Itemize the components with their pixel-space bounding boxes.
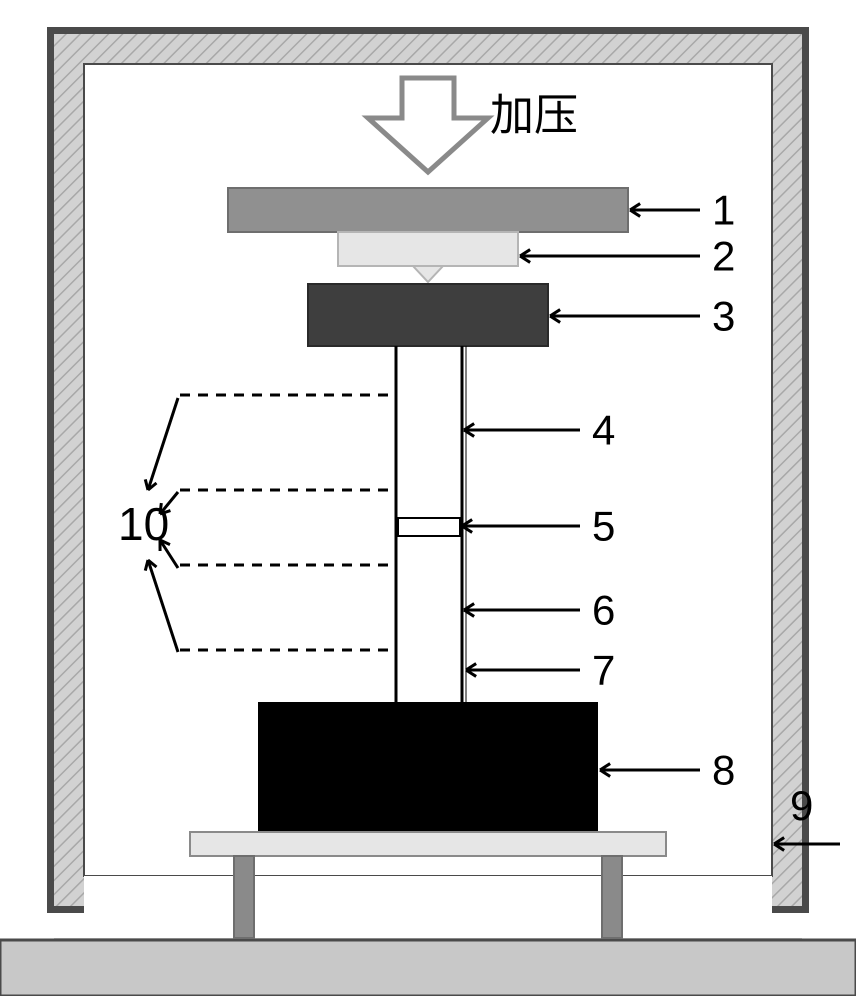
table-top xyxy=(190,832,666,856)
label-4: 4 xyxy=(592,407,615,454)
part-3 xyxy=(308,284,548,346)
label-7: 7 xyxy=(592,647,615,694)
label-1: 1 xyxy=(712,187,735,234)
part-1 xyxy=(228,188,628,232)
label-9: 9 xyxy=(790,782,813,829)
part-2 xyxy=(338,232,518,266)
table-leg xyxy=(602,856,622,938)
part-8 xyxy=(258,702,598,832)
label-2: 2 xyxy=(712,233,735,280)
label-3: 3 xyxy=(712,293,735,340)
pressure-label: 加压 xyxy=(490,91,578,140)
part-5 xyxy=(398,518,460,536)
table-leg xyxy=(234,856,254,938)
label-6: 6 xyxy=(592,587,615,634)
label-8: 8 xyxy=(712,747,735,794)
floor xyxy=(0,940,856,996)
label-5: 5 xyxy=(592,503,615,550)
